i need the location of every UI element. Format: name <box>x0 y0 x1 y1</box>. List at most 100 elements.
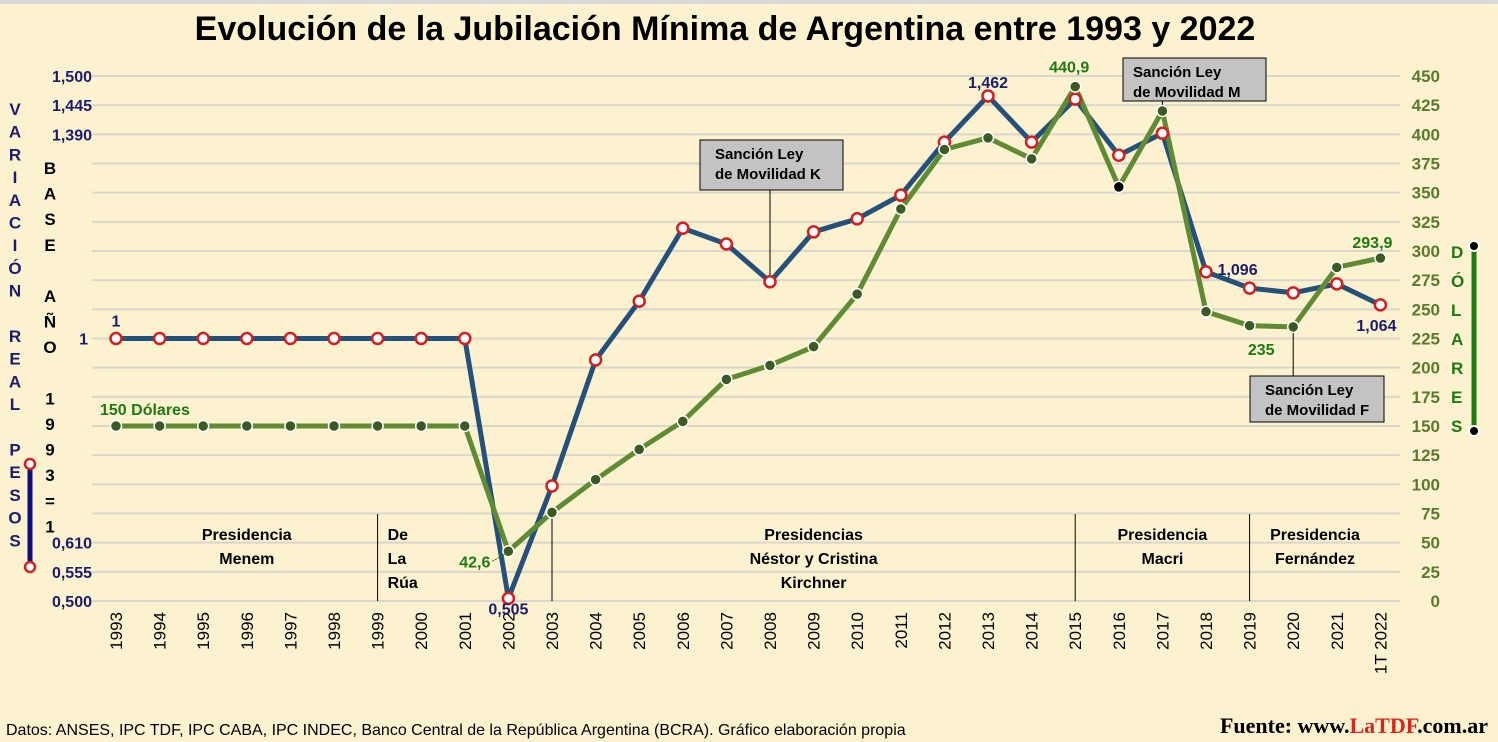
annotation-text: de Movilidad K <box>715 166 821 183</box>
left-axis-subtitle-letter: 3 <box>45 466 54 485</box>
period-label: Kirchner <box>781 575 847 592</box>
dollar-point <box>545 506 559 519</box>
dollar-point <box>1068 80 1082 93</box>
annotation-box <box>699 139 844 191</box>
right-tick-label: 225 <box>1412 330 1440 349</box>
right-axis-title-letter: R <box>1451 359 1463 378</box>
pesos-point <box>240 331 254 346</box>
right-tick-label: 125 <box>1412 446 1440 465</box>
dollar-point <box>1330 261 1344 274</box>
annotation-box <box>1122 57 1267 102</box>
left-axis-title-letter: R <box>9 145 21 164</box>
pesos-legend-marker <box>23 457 37 471</box>
x-tick-label: 2011 <box>892 612 911 649</box>
dollar-point <box>153 419 166 433</box>
right-axis-title-letter: A <box>1451 330 1463 349</box>
x-tick-label: 2014 <box>1023 612 1042 650</box>
annotation-text: de Movilidad F <box>1265 402 1369 419</box>
x-tick-label: 2007 <box>717 612 736 650</box>
pesos-point <box>1155 126 1170 140</box>
x-tick-label: 2012 <box>935 612 954 650</box>
right-tick-label: 300 <box>1412 242 1440 261</box>
period-label: De <box>388 527 409 544</box>
x-tick-label: 2008 <box>761 612 780 650</box>
right-tick-label: 0 <box>1431 592 1440 611</box>
period-label: Presidencia <box>1117 527 1207 544</box>
x-tick-label: 2001 <box>456 612 475 650</box>
right-tick-label: 450 <box>1412 67 1440 86</box>
data-label: 440,9 <box>1049 60 1089 77</box>
data-label: 1,462 <box>968 75 1008 92</box>
dollar-point <box>458 419 472 433</box>
right-tick-label: 25 <box>1421 563 1440 582</box>
left-tick-label: 1,445 <box>52 98 92 115</box>
dollar-point <box>1199 305 1213 318</box>
data-label: 1,096 <box>1218 262 1258 279</box>
x-tick-label: 1998 <box>325 612 344 650</box>
data-label: 42,6 <box>459 554 490 571</box>
x-tick-label: 2018 <box>1197 612 1216 650</box>
gridlines <box>92 75 1400 602</box>
left-axis-title-letter: S <box>9 486 20 505</box>
annotation-text: Sanción Ley <box>1133 64 1222 81</box>
right-tick-label: 150 <box>1412 417 1440 436</box>
annotation-text: de Movilidad M <box>1133 84 1241 101</box>
dollar-legend-marker <box>1468 240 1480 252</box>
dollar-point <box>938 143 951 156</box>
right-tick-label: 400 <box>1412 125 1440 144</box>
period-label: Presidencia <box>202 527 292 544</box>
pesos-point <box>283 331 298 346</box>
left-axis-title-letter: C <box>9 214 21 233</box>
chart-title: Evolución de la Jubilación Mínima de Arg… <box>195 10 1256 48</box>
left-axis-subtitle-letter: A <box>44 287 56 306</box>
x-tick-label: 2010 <box>848 612 867 650</box>
left-tick-label: 0,500 <box>52 594 92 611</box>
right-tick-label: 200 <box>1412 359 1440 378</box>
pesos-point <box>1024 135 1039 149</box>
annotation-box <box>1249 375 1385 423</box>
left-axis-title-letter: L <box>10 395 20 414</box>
pesos-point <box>1068 92 1082 106</box>
x-tick-label: 2013 <box>979 612 998 650</box>
left-axis-title-letter: A <box>9 372 21 391</box>
x-tick-label: 2016 <box>1110 612 1129 650</box>
pesos-point <box>719 237 734 251</box>
right-tick-label: 350 <box>1412 184 1440 203</box>
source-suffix: .com.ar <box>1417 713 1488 738</box>
pesos-point <box>1286 286 1300 300</box>
data-label: 235 <box>1248 342 1275 359</box>
chart: Evolución de la Jubilación Mínima de Arg… <box>6 10 1488 739</box>
right-tick-label: 250 <box>1412 300 1440 319</box>
left-axis-title-letter: Ó <box>8 259 21 278</box>
pesos-point <box>1199 265 1213 279</box>
period-labels: Presidencia Menem De La Rúa Presidencias Nésto… <box>202 514 1360 601</box>
left-axis-subtitle-letter: S <box>44 210 55 229</box>
dollar-point <box>1112 180 1126 194</box>
left-tick-label: 1,500 <box>52 69 92 86</box>
left-tick-label: 1,390 <box>52 127 92 144</box>
x-tick-label: 2004 <box>587 612 606 650</box>
dollar-point <box>502 545 515 558</box>
left-axis-subtitle-letter: 9 <box>45 415 54 434</box>
data-label: 150 Dólares <box>100 402 190 419</box>
dollar-point <box>763 359 777 372</box>
data-label: 1,064 <box>1356 318 1396 335</box>
right-axis-title-letter: E <box>1451 388 1462 407</box>
dollar-point <box>850 287 864 301</box>
right-tick-label: 75 <box>1421 505 1440 524</box>
dollar-point <box>371 419 384 433</box>
dollar-point <box>109 419 123 433</box>
left-axis-subtitle-letter: 1 <box>45 517 54 536</box>
left-axis-title-letter: E <box>9 350 20 369</box>
x-tick-label: 2005 <box>630 612 649 650</box>
left-axis-title-letter: S <box>9 531 20 550</box>
pesos-point <box>676 221 690 235</box>
period-label: Macri <box>1142 551 1184 568</box>
right-tick-label: 425 <box>1412 96 1440 115</box>
x-tick-label: 2015 <box>1066 612 1085 650</box>
data-label: 293,9 <box>1352 235 1392 252</box>
dollar-point <box>632 443 646 456</box>
right-tick-label: 100 <box>1412 475 1440 494</box>
dollar-point <box>196 419 210 433</box>
source-brand: LaTDF <box>1349 713 1418 738</box>
